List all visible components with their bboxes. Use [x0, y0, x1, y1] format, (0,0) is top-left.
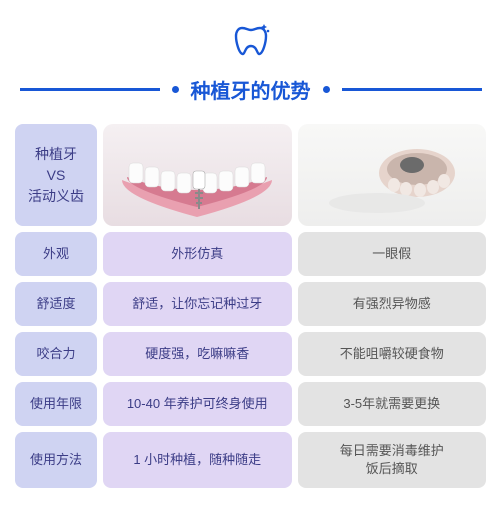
implant-value: 10-40 年养护可终身使用 [103, 382, 292, 426]
header-label-line1: 种植牙 [35, 144, 77, 165]
header-label: 种植牙 VS 活动义齿 [15, 124, 97, 226]
implant-image [103, 124, 292, 226]
row-label: 咬合力 [15, 332, 97, 376]
denture-value: 3-5年就需要更换 [298, 382, 487, 426]
title-line-left [20, 88, 160, 91]
denture-image [298, 124, 487, 226]
title-dot-left [172, 86, 179, 93]
denture-value: 每日需要消毒维护 饭后摘取 [298, 432, 487, 488]
denture-value: 不能咀嚼较硬食物 [298, 332, 487, 376]
implant-value: 1 小时种植，随种随走 [103, 432, 292, 488]
row-label: 外观 [15, 232, 97, 276]
title-row: 种植牙的优势 [15, 75, 486, 104]
implant-value: 外形仿真 [103, 232, 292, 276]
comparison-table: 种植牙 VS 活动义齿 [15, 124, 486, 488]
page-title: 种植牙的优势 [191, 75, 311, 104]
implant-value: 硬度强，吃嘛嘛香 [103, 332, 292, 376]
tooth-icon [15, 20, 486, 67]
denture-value: 一眼假 [298, 232, 487, 276]
row-label: 使用年限 [15, 382, 97, 426]
title-line-right [342, 88, 482, 91]
header-label-line3: 活动义齿 [28, 186, 84, 207]
title-dot-right [323, 86, 330, 93]
denture-value: 有强烈异物感 [298, 282, 487, 326]
row-label: 使用方法 [15, 432, 97, 488]
row-label: 舒适度 [15, 282, 97, 326]
implant-value: 舒适，让你忘记种过牙 [103, 282, 292, 326]
header-label-line2: VS [47, 165, 66, 186]
